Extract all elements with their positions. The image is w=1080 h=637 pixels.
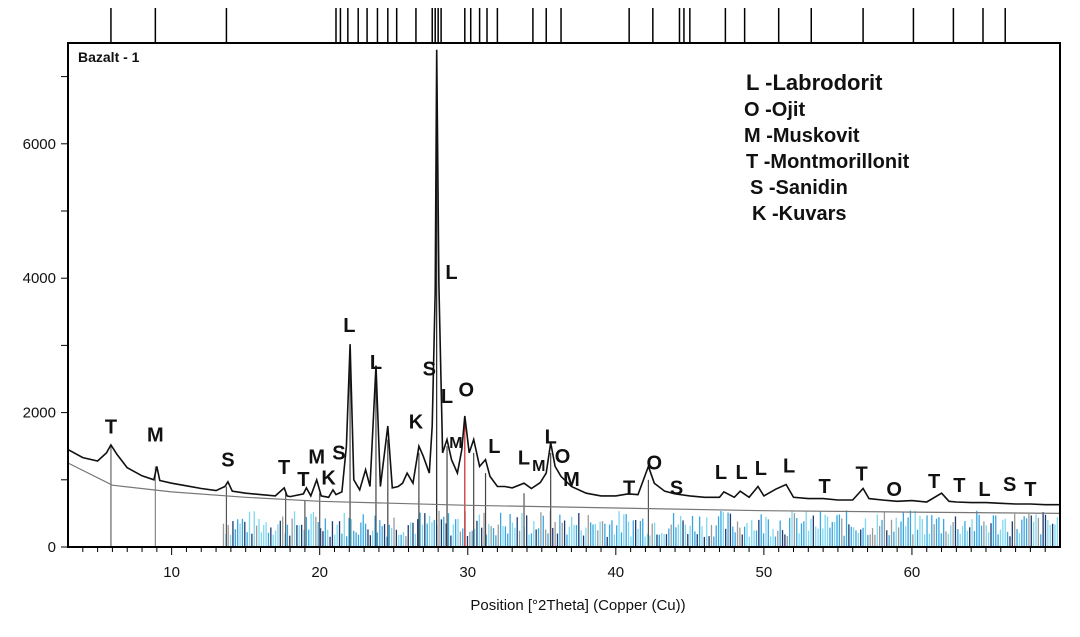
legend-entry: S -Sanidin	[750, 177, 848, 199]
y-axis-ticks: 0 2000 4000 6000	[23, 76, 68, 556]
peak-label: K	[321, 468, 336, 490]
top-reference-ticks	[110, 8, 1006, 43]
panel-title: Bazalt - 1	[78, 49, 140, 65]
peak-label: K	[409, 412, 424, 434]
peak-label: T	[953, 475, 965, 497]
legend-entry: M -Muskovit	[744, 125, 860, 147]
x-tick-label: 10	[163, 564, 180, 581]
background-baseline	[67, 462, 1061, 515]
peak-label: L	[343, 315, 355, 337]
peak-label: L	[441, 386, 453, 408]
peak-label: S	[1003, 474, 1016, 496]
legend-entry: K -Kuvars	[752, 203, 846, 225]
peak-label: L	[488, 436, 500, 458]
x-tick-label: 60	[904, 564, 921, 581]
peak-label: T	[818, 476, 830, 498]
legend-entry: O -Ojit	[744, 99, 805, 121]
peak-label: M	[308, 447, 325, 469]
peak-label: L	[755, 458, 767, 480]
diffraction-pattern-line	[67, 49, 1060, 506]
x-axis-title: Position [°2Theta] (Copper (Cu))	[470, 597, 685, 614]
x-tick-label: 40	[607, 564, 624, 581]
x-axis-ticks: 10 20 30 40 50 60	[82, 547, 1046, 581]
peak-label: S	[423, 359, 436, 381]
peak-label: S	[332, 443, 345, 465]
peak-label: L	[783, 455, 795, 477]
legend-entry: L -Labrodorit	[746, 70, 883, 95]
peak-label: L	[370, 352, 382, 374]
peak-label: L	[715, 462, 727, 484]
peak-label: O	[458, 379, 474, 401]
peak-label: T	[278, 457, 290, 479]
peak-label: T	[1024, 479, 1036, 501]
peak-label: O	[886, 479, 902, 501]
reference-stick-bands	[222, 510, 1061, 547]
x-tick-label: 50	[756, 564, 773, 581]
x-tick-label: 30	[459, 564, 476, 581]
peak-label: O	[647, 453, 663, 475]
y-tick-label: 0	[48, 539, 56, 556]
peak-label: T	[297, 469, 309, 491]
y-tick-label: 2000	[23, 405, 56, 422]
peak-label: L	[736, 462, 748, 484]
peak-label: T	[105, 416, 117, 438]
peak-label: O	[555, 446, 571, 468]
peak-label: M	[532, 458, 545, 475]
y-tick-label: 4000	[23, 270, 56, 287]
peak-label: M	[147, 424, 164, 446]
legend-entry: T -Montmorillonit	[746, 151, 910, 173]
peak-label: S	[670, 478, 683, 500]
peak-label: M	[563, 469, 580, 491]
y-tick-label: 6000	[23, 136, 56, 153]
peak-label: L	[545, 427, 557, 449]
peak-label: S	[221, 449, 234, 471]
peak-label: L	[445, 262, 457, 284]
x-tick-label: 20	[311, 564, 328, 581]
peak-label: T	[623, 478, 635, 500]
plot-frame	[67, 42, 1061, 548]
legend: L -Labrodorit O -Ojit M -Muskovit T -Montmo…	[744, 70, 910, 225]
peak-label: L	[518, 447, 530, 469]
peak-label: L	[978, 479, 990, 501]
peak-label: M	[449, 435, 462, 452]
peak-label: T	[928, 471, 940, 493]
peak-label: T	[855, 463, 867, 485]
